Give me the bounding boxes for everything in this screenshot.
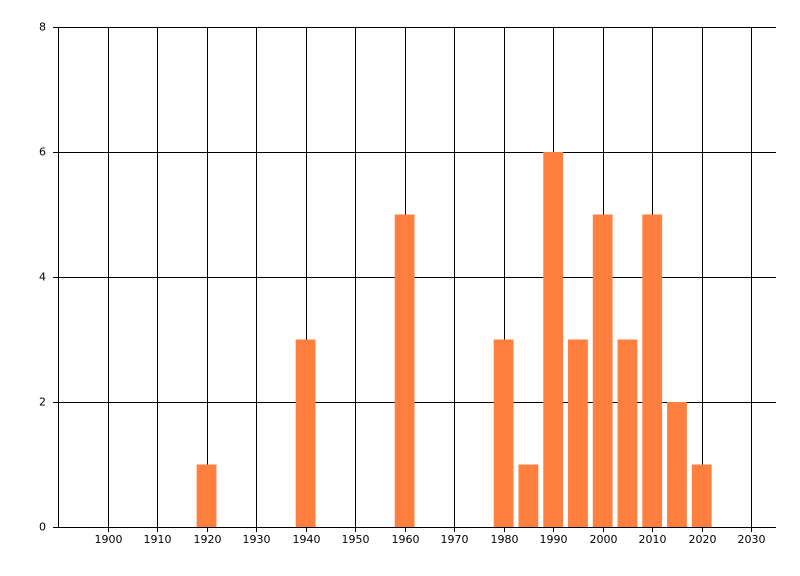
x-tick-label: 1990 — [540, 533, 568, 546]
x-tick-label: 1910 — [144, 533, 172, 546]
x-tick-label: 1950 — [342, 533, 370, 546]
x-tick-label: 1980 — [491, 533, 519, 546]
bar — [394, 214, 415, 527]
x-tick-label: 2020 — [689, 533, 717, 546]
y-tick-label: 0 — [39, 521, 46, 534]
bar — [667, 402, 687, 527]
bar — [543, 152, 564, 527]
bar — [617, 339, 638, 527]
bar — [691, 464, 712, 527]
x-tick-label: 1920 — [194, 533, 222, 546]
bar — [642, 214, 663, 527]
y-tick-label: 4 — [39, 271, 46, 284]
x-tick-label: 2010 — [639, 533, 667, 546]
x-tick-label: 1960 — [392, 533, 420, 546]
y-tick-label: 8 — [39, 21, 46, 34]
bar — [493, 339, 514, 527]
x-tick-label: 2000 — [590, 533, 618, 546]
x-tick-label: 1970 — [441, 533, 469, 546]
bar — [196, 464, 217, 527]
x-tick-label: 1940 — [293, 533, 321, 546]
bar — [295, 339, 316, 527]
x-tick-label: 1930 — [243, 533, 271, 546]
bar — [568, 339, 588, 527]
bar — [592, 214, 613, 527]
y-tick-label: 2 — [39, 396, 46, 409]
x-tick-label: 2030 — [738, 533, 766, 546]
bar — [518, 464, 539, 527]
x-tick-label: 1900 — [95, 533, 123, 546]
y-tick-label: 6 — [39, 146, 46, 159]
